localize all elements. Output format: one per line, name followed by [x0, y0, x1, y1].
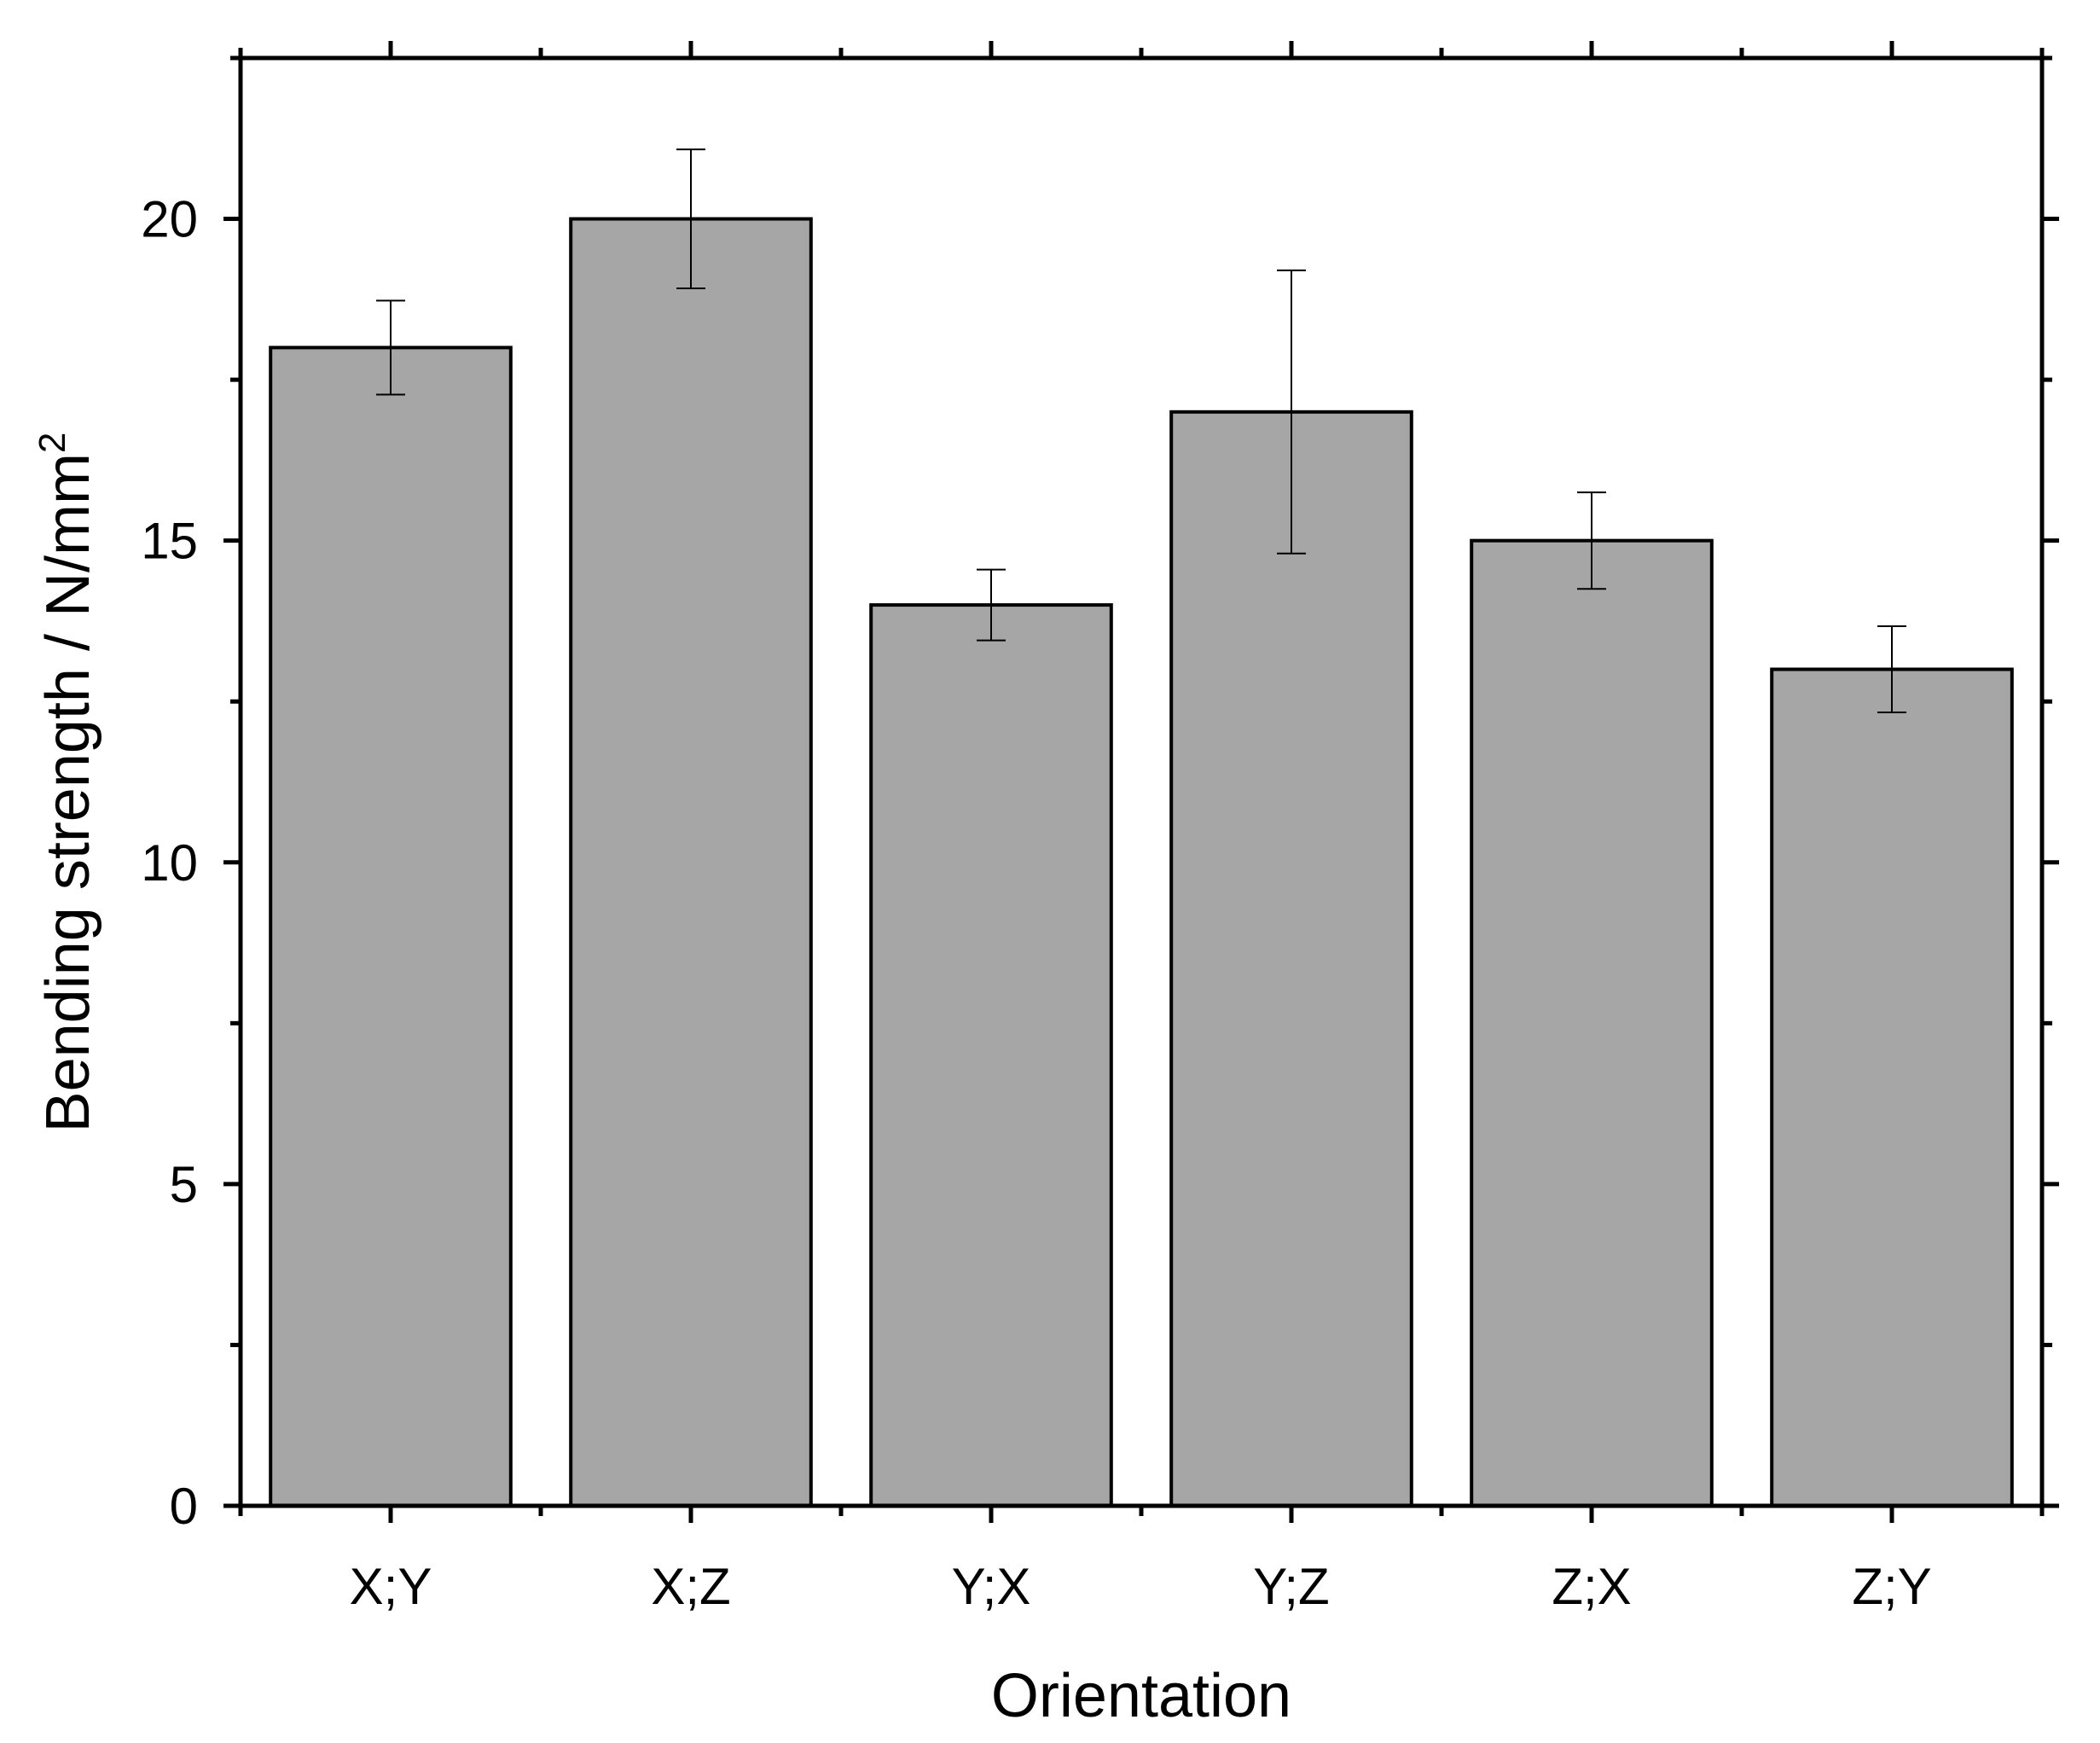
y-tick-label: 10 — [141, 834, 198, 892]
bar — [569, 217, 813, 1508]
y-tick-label: 15 — [141, 513, 198, 570]
y-tick-label: 0 — [170, 1478, 198, 1535]
x-tick-label: Z;Y — [1852, 1558, 1931, 1615]
x-tick-label: X;Z — [651, 1558, 730, 1615]
y-axis-title-superscript: 2 — [32, 433, 73, 453]
bar — [1770, 667, 2014, 1508]
y-tick-label: 5 — [170, 1156, 198, 1213]
bar — [1470, 538, 1714, 1508]
x-tick-label: Z;X — [1552, 1558, 1631, 1615]
bar — [1169, 410, 1413, 1508]
error-bars-layer — [376, 148, 1906, 714]
y-tick-label: 20 — [141, 191, 198, 248]
y-axis-title: Bending strength / N/mm2 — [32, 433, 102, 1133]
bars-layer — [269, 217, 2014, 1508]
x-axis-title: Orientation — [991, 1662, 1291, 1730]
bar — [869, 603, 1113, 1508]
x-tick-label: Y;Z — [1253, 1558, 1329, 1615]
y-axis-title-main: Bending strength / N/mm — [34, 453, 102, 1132]
labels-layer: X;Y X;Z Y;X Y;Z Z;X Z;Y 0 5 10 15 20 — [141, 191, 1931, 1615]
bar — [269, 346, 513, 1508]
x-tick-label: X;Y — [350, 1558, 432, 1615]
x-tick-label: Y;X — [952, 1558, 1031, 1615]
ticks-layer — [223, 41, 2059, 1523]
